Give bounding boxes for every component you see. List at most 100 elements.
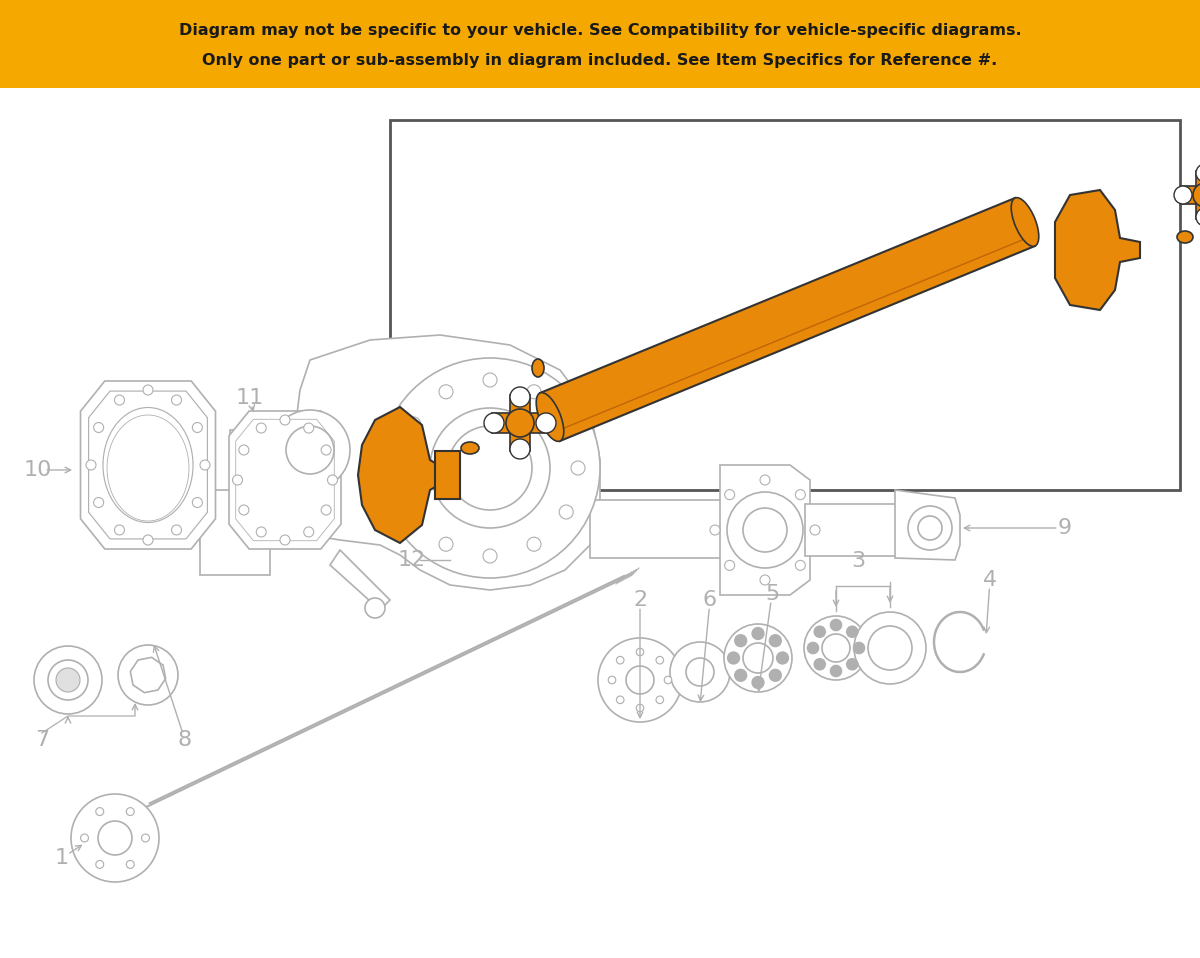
Polygon shape — [235, 420, 335, 540]
Circle shape — [571, 461, 586, 475]
Circle shape — [536, 413, 556, 433]
Circle shape — [829, 619, 842, 631]
Polygon shape — [200, 490, 270, 575]
Circle shape — [1196, 208, 1200, 226]
Circle shape — [656, 696, 664, 703]
Circle shape — [270, 410, 350, 490]
Circle shape — [769, 634, 782, 648]
Ellipse shape — [1012, 197, 1039, 246]
Circle shape — [776, 651, 790, 665]
Text: 1: 1 — [55, 848, 70, 868]
Polygon shape — [895, 490, 960, 560]
Text: 12: 12 — [398, 550, 426, 570]
Circle shape — [192, 497, 203, 508]
Circle shape — [734, 669, 748, 682]
Circle shape — [172, 525, 181, 535]
Circle shape — [322, 505, 331, 515]
Circle shape — [126, 808, 134, 815]
Text: 2: 2 — [632, 590, 647, 610]
Circle shape — [365, 598, 385, 618]
Circle shape — [48, 660, 88, 700]
Circle shape — [846, 626, 858, 638]
Circle shape — [608, 676, 616, 684]
Circle shape — [257, 527, 266, 537]
Circle shape — [328, 475, 337, 485]
Circle shape — [448, 426, 532, 510]
Circle shape — [743, 643, 773, 673]
Circle shape — [822, 634, 850, 662]
Text: 5: 5 — [764, 584, 779, 604]
Circle shape — [304, 423, 313, 433]
Text: 4: 4 — [983, 570, 997, 590]
Bar — [230, 430, 314, 470]
Text: 8: 8 — [178, 730, 192, 750]
Circle shape — [439, 385, 454, 399]
Polygon shape — [131, 657, 166, 693]
Circle shape — [192, 422, 203, 432]
Polygon shape — [295, 335, 600, 590]
Circle shape — [80, 834, 89, 842]
Circle shape — [814, 658, 826, 671]
Circle shape — [114, 395, 125, 405]
Polygon shape — [89, 391, 208, 539]
Circle shape — [670, 642, 730, 702]
Circle shape — [734, 634, 748, 648]
Circle shape — [96, 860, 103, 868]
Circle shape — [98, 821, 132, 855]
Circle shape — [796, 560, 805, 570]
Bar — [1196, 171, 1200, 219]
Circle shape — [743, 508, 787, 552]
Bar — [590, 500, 730, 558]
Bar — [1181, 186, 1200, 204]
Circle shape — [172, 395, 181, 405]
Circle shape — [710, 525, 720, 535]
Circle shape — [829, 665, 842, 677]
Circle shape — [304, 527, 313, 537]
Polygon shape — [720, 465, 810, 595]
Circle shape — [908, 506, 952, 550]
Circle shape — [280, 415, 290, 425]
Circle shape — [724, 624, 792, 692]
Circle shape — [868, 626, 912, 670]
Circle shape — [430, 408, 550, 528]
Circle shape — [395, 461, 409, 475]
Bar — [200, 523, 314, 545]
Circle shape — [506, 409, 534, 437]
Circle shape — [239, 505, 248, 515]
Circle shape — [796, 490, 805, 500]
Circle shape — [510, 387, 530, 407]
Circle shape — [1174, 186, 1192, 204]
Circle shape — [143, 385, 154, 395]
Bar — [0, 0, 1200, 88]
Circle shape — [482, 549, 497, 563]
Circle shape — [527, 385, 541, 399]
Text: 9: 9 — [1058, 518, 1072, 538]
Circle shape — [407, 505, 421, 519]
Text: 10: 10 — [24, 460, 52, 480]
Ellipse shape — [461, 442, 479, 454]
Polygon shape — [358, 407, 442, 543]
Circle shape — [665, 676, 672, 684]
Polygon shape — [80, 381, 216, 549]
Text: Only one part or sub-assembly in diagram included. See Item Specifics for Refere: Only one part or sub-assembly in diagram… — [203, 53, 997, 67]
Circle shape — [322, 445, 331, 455]
Text: 11: 11 — [236, 388, 264, 408]
Bar — [805, 504, 900, 556]
Circle shape — [510, 439, 530, 459]
Bar — [390, 120, 1180, 490]
Circle shape — [626, 666, 654, 694]
Circle shape — [846, 658, 858, 671]
Circle shape — [114, 525, 125, 535]
Polygon shape — [240, 460, 314, 505]
Circle shape — [853, 642, 865, 654]
Circle shape — [257, 423, 266, 433]
Circle shape — [239, 445, 248, 455]
Circle shape — [686, 658, 714, 686]
Ellipse shape — [1177, 231, 1193, 243]
Circle shape — [484, 413, 504, 433]
Polygon shape — [330, 550, 390, 610]
Circle shape — [407, 417, 421, 431]
Circle shape — [439, 537, 454, 551]
Circle shape — [380, 358, 600, 578]
Circle shape — [86, 460, 96, 470]
